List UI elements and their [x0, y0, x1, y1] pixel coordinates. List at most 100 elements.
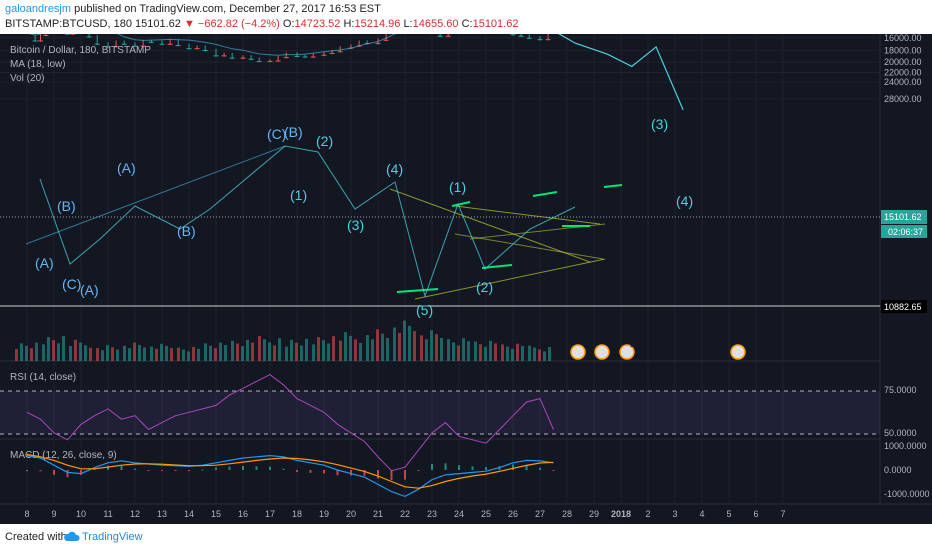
- time-tick-label: 12: [130, 509, 140, 519]
- volume-bar: [511, 348, 514, 361]
- volume-bar: [123, 345, 126, 361]
- volume-bar: [501, 344, 504, 361]
- event-count: 7: [607, 340, 612, 349]
- candle-body: [302, 56, 308, 58]
- candle-body: [256, 61, 262, 63]
- volume-bar: [386, 337, 389, 361]
- wave-label-a2[interactable]: (A): [80, 282, 99, 298]
- flag-icon: [730, 344, 746, 360]
- ma-legend[interactable]: MA (18, low): [10, 59, 66, 70]
- low-price-tag: [881, 300, 927, 313]
- open-value: 14723.52: [294, 18, 341, 30]
- wave-label-2[interactable]: (2): [316, 133, 333, 149]
- volume-bar: [182, 349, 185, 361]
- volume-bar: [430, 330, 433, 361]
- macd-histogram-bar: [458, 465, 460, 470]
- candle-body: [148, 41, 154, 43]
- event-marker[interactable]: 12: [570, 340, 592, 360]
- wave-label-2b[interactable]: (2): [476, 279, 493, 295]
- tradingview-link[interactable]: TradingView: [82, 531, 143, 543]
- volume-bar: [474, 341, 477, 361]
- macd-histogram-bar: [147, 470, 150, 471]
- volume-bar: [484, 346, 487, 361]
- volume-bar: [295, 342, 298, 361]
- volume-bar: [290, 339, 293, 361]
- volume-bar: [327, 343, 330, 361]
- wave-label-a3[interactable]: (A): [117, 160, 136, 176]
- wave-label-3-projected[interactable]: (3): [651, 116, 668, 132]
- volume-bar: [339, 340, 342, 361]
- volume-bar: [371, 339, 374, 361]
- trendline-lower: [414, 258, 606, 300]
- chart-header: galoandresjm published on TradingView.co…: [0, 0, 932, 34]
- close-label: C:: [461, 18, 473, 30]
- volume-bar: [440, 337, 443, 361]
- candle-body: [167, 43, 173, 45]
- wave-label-c2[interactable]: (C): [267, 126, 286, 142]
- candle-body: [283, 57, 289, 59]
- time-tick-label: 4: [699, 509, 704, 519]
- candle-body: [383, 39, 389, 41]
- candle-body: [375, 43, 381, 45]
- wave-label-4[interactable]: (4): [386, 161, 403, 177]
- candle-body: [105, 46, 111, 48]
- price-axis[interactable]: 28000.00 24000.0022000.0020000.0018000.00…: [884, 0, 922, 104]
- time-tick-label: 28: [562, 509, 572, 519]
- wave-label-b1[interactable]: (B): [57, 198, 76, 214]
- vol-legend[interactable]: Vol (20): [10, 73, 44, 84]
- macd-histogram-bar: [39, 470, 42, 472]
- macd-histogram-bar: [120, 465, 123, 470]
- volume-bar: [425, 339, 428, 361]
- volume-bar: [408, 325, 411, 361]
- volume-bar: [376, 329, 379, 361]
- candle-body: [175, 45, 181, 47]
- support-mark-2: [451, 201, 471, 207]
- wave-label-b2[interactable]: (B): [177, 223, 196, 239]
- volume-bar: [133, 342, 136, 361]
- wave-label-1[interactable]: (1): [290, 187, 307, 203]
- chart-area[interactable]: (A) (B) (C) (A) (A) (B) (C) (B) (1) (2) …: [0, 0, 932, 524]
- candle-body: [329, 53, 335, 55]
- macd-histogram-bar: [525, 464, 528, 470]
- volume-bar: [452, 342, 455, 361]
- event-count: 24: [630, 340, 639, 349]
- wave-label-4-projected[interactable]: (4): [676, 193, 693, 209]
- wave-label-1b[interactable]: (1): [449, 179, 466, 195]
- rsi-legend[interactable]: RSI (14, close): [10, 372, 76, 383]
- wave-label-5[interactable]: (5): [416, 302, 433, 318]
- wave-label-3[interactable]: (3): [347, 217, 364, 233]
- candle-body: [545, 39, 551, 41]
- main-legend-title[interactable]: Bitcoin / Dollar, 180, BITSTAMP: [10, 45, 151, 56]
- price-tick-label: 28000.00: [884, 94, 922, 104]
- volume-bar: [479, 344, 482, 361]
- volume-bar: [89, 347, 92, 361]
- volume-bar: [209, 345, 212, 361]
- macd-histogram-bar: [471, 466, 474, 470]
- event-markers: 12 7 24 3: [570, 340, 749, 360]
- candle-body: [518, 35, 524, 37]
- candle-body: [121, 43, 127, 45]
- chart-canvas[interactable]: (A) (B) (C) (A) (A) (B) (C) (B) (1) (2) …: [0, 0, 932, 524]
- event-marker[interactable]: 7: [594, 340, 612, 360]
- rsi-tick-label: 50.0000: [884, 428, 917, 438]
- support-mark-4: [532, 191, 558, 197]
- wave-label-b3[interactable]: (B): [284, 124, 303, 140]
- price-change: ▼ −662.82 (−4.2%): [183, 18, 280, 30]
- author-link[interactable]: galoandresjm: [5, 3, 72, 15]
- volume-bar: [246, 339, 249, 361]
- volume-bar: [160, 343, 163, 361]
- volume-bar: [462, 338, 465, 361]
- rsi-axis[interactable]: 75.0000 50.0000: [884, 385, 917, 438]
- event-marker[interactable]: 24: [619, 340, 639, 360]
- volume-bar: [214, 348, 217, 361]
- volume-bar: [332, 336, 335, 361]
- wave-label-a1[interactable]: (A): [35, 255, 54, 271]
- time-axis[interactable]: 8 9 10 11 12 13 14 15 16 17 18 19 20 21 22 23 24 25 26 27 28…: [24, 509, 785, 519]
- wave-label-c1[interactable]: (C): [62, 276, 81, 292]
- macd-axis[interactable]: 1000.0000 0.0000 -1000.0000: [884, 441, 930, 499]
- trendline-wedge-bottom: [454, 233, 604, 260]
- volume-bar: [138, 345, 141, 361]
- macd-legend[interactable]: MACD (12, 26, close, 9): [10, 450, 117, 461]
- event-marker[interactable]: 3: [730, 340, 749, 360]
- low-label: L:: [403, 18, 413, 30]
